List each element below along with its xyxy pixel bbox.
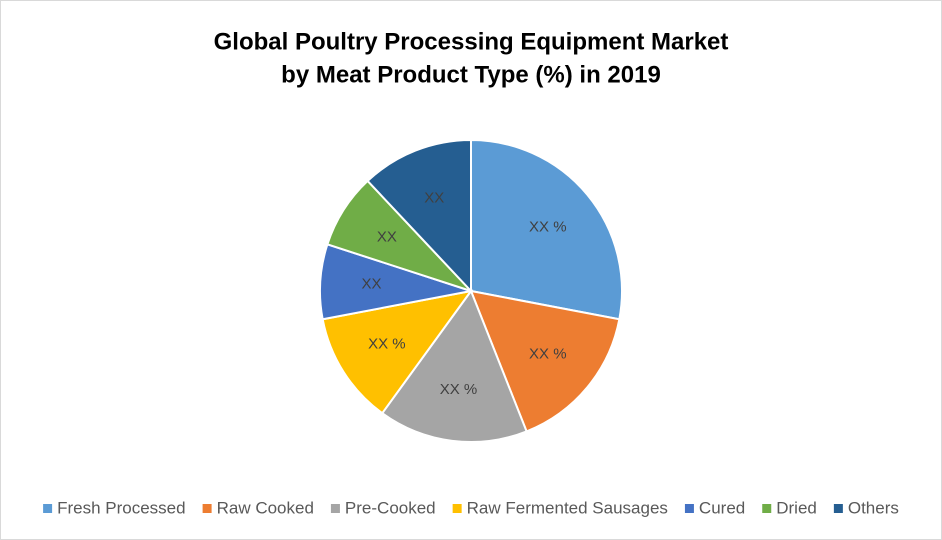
legend-label: Raw Fermented Sausages	[467, 498, 668, 517]
chart-title: by Meat Product Type (%) in 2019	[281, 61, 661, 88]
legend-swatch	[43, 504, 53, 513]
legend-swatch	[202, 504, 212, 513]
pie-slice	[470, 138, 623, 321]
pie-slice	[321, 289, 474, 415]
data-label: XX %	[529, 218, 567, 235]
legend-swatch	[330, 504, 340, 513]
pie-slice	[366, 138, 472, 294]
chart-title: Global Poultry Processing Equipment Mark…	[214, 28, 729, 55]
pie-slice	[469, 289, 621, 433]
legend-swatch	[684, 504, 694, 513]
legend-swatch	[833, 504, 843, 513]
legend-swatch	[452, 504, 462, 513]
data-label: XX %	[440, 381, 478, 398]
legend-label: Fresh Processed	[57, 498, 186, 517]
data-label: XX %	[529, 345, 567, 362]
data-label: XX	[362, 276, 382, 293]
pie-slice	[380, 288, 528, 443]
data-label: XX	[424, 189, 444, 206]
legend-label: Others	[848, 498, 899, 517]
data-label: XX %	[368, 335, 406, 352]
legend-label: Cured	[699, 498, 745, 517]
legend-label: Pre-Cooked	[345, 498, 436, 517]
legend-label: Raw Cooked	[217, 498, 314, 517]
legend-swatch	[762, 504, 772, 513]
data-label: XX	[377, 229, 397, 246]
legend-label: Dried	[776, 498, 817, 517]
